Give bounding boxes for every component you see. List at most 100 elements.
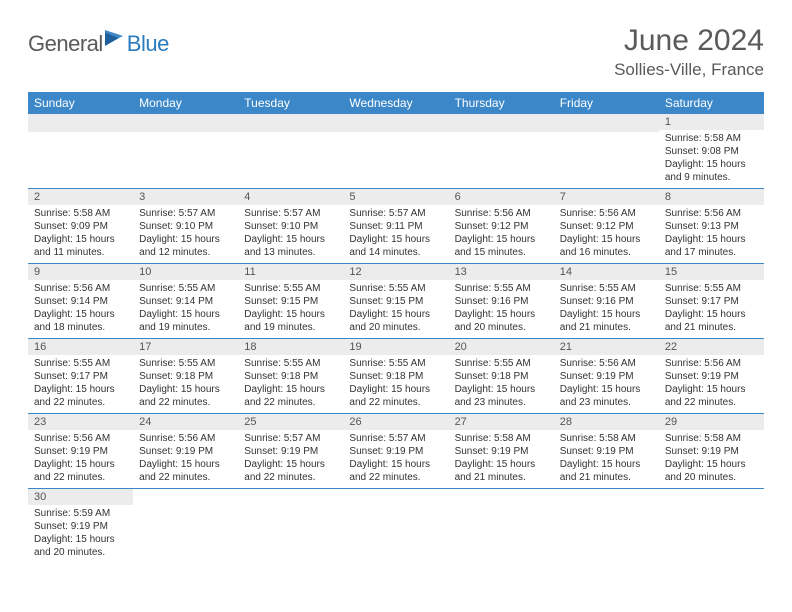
day-body: Sunrise: 5:55 AMSunset: 9:15 PMDaylight:…: [238, 280, 343, 338]
day-number: 27: [449, 414, 554, 430]
day-number: 19: [343, 339, 448, 355]
day-number: 10: [133, 264, 238, 280]
calendar-cell: [554, 489, 659, 564]
empty-day-band: [343, 114, 448, 132]
calendar-cell: 7Sunrise: 5:56 AMSunset: 9:12 PMDaylight…: [554, 189, 659, 264]
day-number: 11: [238, 264, 343, 280]
day-body: Sunrise: 5:59 AMSunset: 9:19 PMDaylight:…: [28, 505, 133, 563]
day-body: Sunrise: 5:56 AMSunset: 9:19 PMDaylight:…: [659, 355, 764, 413]
calendar-cell: [343, 489, 448, 564]
location: Sollies-Ville, France: [614, 60, 764, 80]
day-body: Sunrise: 5:56 AMSunset: 9:12 PMDaylight:…: [554, 205, 659, 263]
calendar-cell: 30Sunrise: 5:59 AMSunset: 9:19 PMDayligh…: [28, 489, 133, 564]
day-number: 3: [133, 189, 238, 205]
day-number: 2: [28, 189, 133, 205]
day-header: Saturday: [659, 92, 764, 114]
day-header: Thursday: [449, 92, 554, 114]
calendar-cell: [133, 114, 238, 189]
day-body: Sunrise: 5:58 AMSunset: 9:19 PMDaylight:…: [554, 430, 659, 488]
calendar-cell: 8Sunrise: 5:56 AMSunset: 9:13 PMDaylight…: [659, 189, 764, 264]
empty-day-band: [238, 114, 343, 132]
day-number: 23: [28, 414, 133, 430]
calendar-cell: 3Sunrise: 5:57 AMSunset: 9:10 PMDaylight…: [133, 189, 238, 264]
calendar-cell: 17Sunrise: 5:55 AMSunset: 9:18 PMDayligh…: [133, 339, 238, 414]
day-body: Sunrise: 5:56 AMSunset: 9:13 PMDaylight:…: [659, 205, 764, 263]
day-number: 6: [449, 189, 554, 205]
calendar-cell: [238, 114, 343, 189]
day-number: 9: [28, 264, 133, 280]
calendar-cell: 5Sunrise: 5:57 AMSunset: 9:11 PMDaylight…: [343, 189, 448, 264]
title-block: June 2024 Sollies-Ville, France: [614, 24, 764, 80]
calendar-cell: [133, 489, 238, 564]
day-body: Sunrise: 5:55 AMSunset: 9:18 PMDaylight:…: [343, 355, 448, 413]
calendar-cell: 14Sunrise: 5:55 AMSunset: 9:16 PMDayligh…: [554, 264, 659, 339]
logo-text-blue: Blue: [127, 31, 169, 57]
day-body: Sunrise: 5:57 AMSunset: 9:10 PMDaylight:…: [133, 205, 238, 263]
calendar-cell: 28Sunrise: 5:58 AMSunset: 9:19 PMDayligh…: [554, 414, 659, 489]
day-body: Sunrise: 5:58 AMSunset: 9:19 PMDaylight:…: [449, 430, 554, 488]
calendar-cell: [659, 489, 764, 564]
day-body: Sunrise: 5:56 AMSunset: 9:19 PMDaylight:…: [554, 355, 659, 413]
calendar-cell: [28, 114, 133, 189]
calendar-cell: 25Sunrise: 5:57 AMSunset: 9:19 PMDayligh…: [238, 414, 343, 489]
day-number: 29: [659, 414, 764, 430]
calendar-cell: 19Sunrise: 5:55 AMSunset: 9:18 PMDayligh…: [343, 339, 448, 414]
calendar-cell: 18Sunrise: 5:55 AMSunset: 9:18 PMDayligh…: [238, 339, 343, 414]
calendar-cell: 11Sunrise: 5:55 AMSunset: 9:15 PMDayligh…: [238, 264, 343, 339]
day-number: 30: [28, 489, 133, 505]
day-body: Sunrise: 5:56 AMSunset: 9:12 PMDaylight:…: [449, 205, 554, 263]
day-number: 7: [554, 189, 659, 205]
day-number: 14: [554, 264, 659, 280]
day-body: Sunrise: 5:55 AMSunset: 9:14 PMDaylight:…: [133, 280, 238, 338]
calendar-cell: [554, 114, 659, 189]
empty-day-band: [28, 114, 133, 132]
day-body: Sunrise: 5:58 AMSunset: 9:09 PMDaylight:…: [28, 205, 133, 263]
day-body: Sunrise: 5:55 AMSunset: 9:18 PMDaylight:…: [449, 355, 554, 413]
day-body: Sunrise: 5:57 AMSunset: 9:19 PMDaylight:…: [343, 430, 448, 488]
calendar-cell: 26Sunrise: 5:57 AMSunset: 9:19 PMDayligh…: [343, 414, 448, 489]
calendar-cell: 29Sunrise: 5:58 AMSunset: 9:19 PMDayligh…: [659, 414, 764, 489]
header: General Blue June 2024 Sollies-Ville, Fr…: [28, 24, 764, 80]
calendar-cell: 23Sunrise: 5:56 AMSunset: 9:19 PMDayligh…: [28, 414, 133, 489]
day-body: Sunrise: 5:55 AMSunset: 9:18 PMDaylight:…: [133, 355, 238, 413]
empty-day-band: [449, 114, 554, 132]
calendar-cell: 9Sunrise: 5:56 AMSunset: 9:14 PMDaylight…: [28, 264, 133, 339]
empty-day-band: [554, 114, 659, 132]
day-body: Sunrise: 5:57 AMSunset: 9:11 PMDaylight:…: [343, 205, 448, 263]
day-header: Tuesday: [238, 92, 343, 114]
calendar-cell: 2Sunrise: 5:58 AMSunset: 9:09 PMDaylight…: [28, 189, 133, 264]
day-body: Sunrise: 5:57 AMSunset: 9:19 PMDaylight:…: [238, 430, 343, 488]
calendar-cell: 24Sunrise: 5:56 AMSunset: 9:19 PMDayligh…: [133, 414, 238, 489]
calendar-cell: 20Sunrise: 5:55 AMSunset: 9:18 PMDayligh…: [449, 339, 554, 414]
day-number: 22: [659, 339, 764, 355]
day-body: Sunrise: 5:56 AMSunset: 9:19 PMDaylight:…: [28, 430, 133, 488]
logo-flag-icon: [105, 30, 127, 51]
day-body: Sunrise: 5:56 AMSunset: 9:19 PMDaylight:…: [133, 430, 238, 488]
day-number: 28: [554, 414, 659, 430]
day-number: 20: [449, 339, 554, 355]
day-number: 21: [554, 339, 659, 355]
calendar-body: 1Sunrise: 5:58 AMSunset: 9:08 PMDaylight…: [28, 114, 764, 563]
calendar-cell: 16Sunrise: 5:55 AMSunset: 9:17 PMDayligh…: [28, 339, 133, 414]
calendar-cell: [238, 489, 343, 564]
day-body: Sunrise: 5:57 AMSunset: 9:10 PMDaylight:…: [238, 205, 343, 263]
day-body: Sunrise: 5:55 AMSunset: 9:18 PMDaylight:…: [238, 355, 343, 413]
calendar-head: SundayMondayTuesdayWednesdayThursdayFrid…: [28, 92, 764, 114]
calendar-cell: 12Sunrise: 5:55 AMSunset: 9:15 PMDayligh…: [343, 264, 448, 339]
day-body: Sunrise: 5:55 AMSunset: 9:15 PMDaylight:…: [343, 280, 448, 338]
calendar-cell: [343, 114, 448, 189]
day-header: Sunday: [28, 92, 133, 114]
day-number: 15: [659, 264, 764, 280]
day-number: 18: [238, 339, 343, 355]
day-number: 12: [343, 264, 448, 280]
day-number: 24: [133, 414, 238, 430]
day-body: Sunrise: 5:55 AMSunset: 9:17 PMDaylight:…: [659, 280, 764, 338]
day-number: 1: [659, 114, 764, 130]
calendar-cell: [449, 489, 554, 564]
day-body: Sunrise: 5:55 AMSunset: 9:16 PMDaylight:…: [554, 280, 659, 338]
day-number: 16: [28, 339, 133, 355]
day-header: Monday: [133, 92, 238, 114]
day-body: Sunrise: 5:58 AMSunset: 9:08 PMDaylight:…: [659, 130, 764, 188]
day-header: Wednesday: [343, 92, 448, 114]
calendar-cell: 22Sunrise: 5:56 AMSunset: 9:19 PMDayligh…: [659, 339, 764, 414]
